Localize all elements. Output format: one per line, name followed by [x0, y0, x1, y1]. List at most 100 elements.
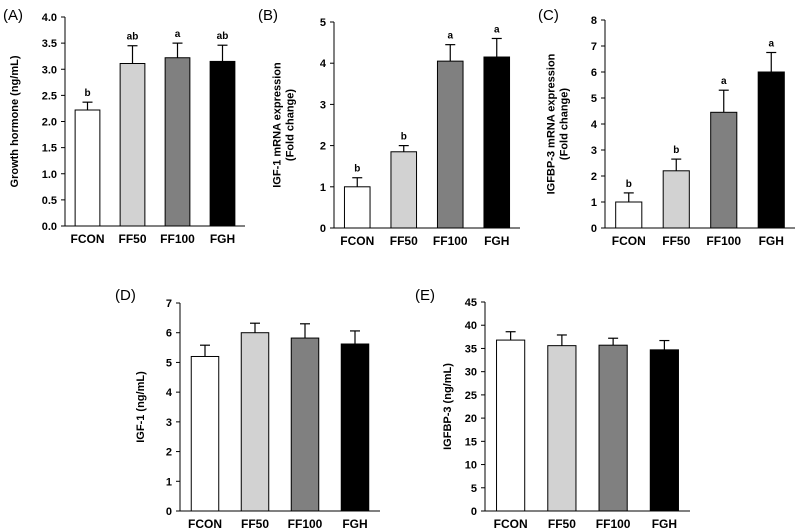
- panel-label: (A): [3, 7, 23, 24]
- chart-panel: (A) Growth hormone (ng/mL) 0.0 0.5 1.0 1.5 2.0…: [3, 7, 245, 246]
- y-axis-title: Growth hormone (ng/mL): [9, 55, 21, 187]
- y-axis-title: (Fold change): [285, 89, 297, 161]
- x-tick-label: FF50: [390, 234, 418, 248]
- x-tick-label: FF100: [596, 517, 631, 530]
- significance-label: a: [721, 76, 727, 87]
- significance-label: a: [447, 31, 453, 42]
- y-tick-label: 45: [465, 297, 477, 309]
- bar: [164, 57, 191, 227]
- significance-label: b: [401, 132, 407, 143]
- significance-label: b: [626, 179, 632, 190]
- x-tick-label: FCON: [188, 517, 222, 530]
- y-tick-label: 5: [471, 483, 477, 495]
- panel-label: (D): [115, 287, 136, 304]
- bar: [343, 186, 371, 229]
- y-tick-label: 3: [591, 145, 597, 157]
- x-tick-label: FF100: [288, 517, 323, 530]
- x-tick-label: FCON: [494, 517, 528, 530]
- significance-label: a: [175, 29, 181, 40]
- bar: [547, 345, 577, 512]
- bar: [340, 343, 370, 512]
- y-tick-label: 40: [465, 320, 477, 332]
- bar: [119, 63, 146, 227]
- y-tick-label: 6: [166, 328, 172, 340]
- significance-label: b: [673, 145, 679, 156]
- bar: [710, 111, 738, 229]
- y-tick-label: 6: [591, 67, 597, 79]
- x-tick-label: FGH: [759, 234, 784, 248]
- y-tick-label: 0.5: [42, 195, 57, 207]
- y-tick-label: 0: [591, 223, 597, 235]
- bar: [290, 337, 320, 512]
- bar: [649, 349, 679, 512]
- y-tick-label: 2: [591, 171, 597, 183]
- y-tick-label: 1: [591, 197, 597, 209]
- y-tick-label: 2: [166, 447, 172, 459]
- y-tick-label: 20: [465, 413, 477, 425]
- y-tick-label: 0: [320, 223, 326, 235]
- y-tick-label: 5: [320, 17, 326, 29]
- bar: [209, 60, 236, 227]
- x-tick-label: FF50: [662, 234, 690, 248]
- x-tick-label: FF50: [548, 517, 576, 530]
- panel-label: (C): [538, 7, 559, 24]
- x-tick-label: FGH: [210, 232, 235, 246]
- y-tick-label: 10: [465, 460, 477, 472]
- bar: [598, 344, 628, 512]
- y-axis-title: IGF-1 mRNA expression: [272, 62, 284, 188]
- bar: [483, 56, 511, 229]
- y-tick-label: 1: [320, 182, 326, 194]
- x-tick-label: FGH: [484, 234, 509, 248]
- y-tick-label: 4: [166, 387, 173, 399]
- bar: [436, 60, 464, 229]
- y-tick-label: 35: [465, 343, 477, 355]
- x-tick-label: FF50: [118, 232, 146, 246]
- x-tick-label: FGH: [652, 517, 677, 530]
- x-tick-label: FCON: [612, 234, 646, 248]
- significance-label: ab: [127, 32, 139, 43]
- y-tick-label: 0.0: [42, 221, 57, 233]
- y-tick-label: 2.0: [42, 117, 57, 129]
- y-tick-label: 2.5: [42, 90, 57, 102]
- x-tick-label: FF100: [160, 232, 195, 246]
- bar: [240, 332, 270, 512]
- x-tick-label: FGH: [342, 517, 367, 530]
- panel-label: (B): [258, 7, 278, 24]
- y-tick-label: 25: [465, 390, 477, 402]
- significance-label: a: [768, 39, 774, 50]
- panel-label: (E): [415, 287, 435, 304]
- y-tick-label: 7: [166, 298, 172, 310]
- x-tick-label: FF100: [706, 234, 741, 248]
- y-tick-label: 8: [591, 15, 597, 27]
- y-tick-label: 3: [320, 99, 326, 111]
- y-tick-label: 30: [465, 367, 477, 379]
- bar: [390, 151, 418, 229]
- y-tick-label: 15: [465, 436, 477, 448]
- x-tick-label: FCON: [340, 234, 374, 248]
- y-tick-label: 3.5: [42, 38, 57, 50]
- bar: [190, 355, 220, 512]
- y-tick-label: 2: [320, 141, 326, 153]
- chart-panel: (C) IGFBP-3 mRNA expression (Fold change) 0…: [538, 7, 795, 248]
- bar: [615, 201, 643, 229]
- y-tick-label: 4.0: [42, 12, 57, 24]
- y-tick-label: 5: [166, 357, 172, 369]
- y-tick-label: 4: [320, 58, 327, 70]
- significance-label: a: [494, 24, 500, 35]
- bar: [496, 339, 526, 512]
- x-tick-label: FF100: [433, 234, 468, 248]
- bar: [74, 109, 101, 227]
- y-tick-label: 7: [591, 41, 597, 53]
- bar: [757, 71, 785, 229]
- chart-panel: (B) IGF-1 mRNA expression (Fold change) 0 1 2…: [258, 7, 520, 248]
- y-axis-title: IGF-1 (ng/mL): [135, 371, 147, 443]
- significance-label: b: [84, 88, 90, 99]
- y-axis-title: IGFBP-3 (ng/mL): [442, 363, 454, 450]
- y-tick-label: 1.5: [42, 143, 57, 155]
- significance-label: ab: [217, 31, 229, 42]
- y-tick-label: 3.0: [42, 64, 57, 76]
- bar: [662, 170, 690, 229]
- x-tick-label: FF50: [241, 517, 269, 530]
- y-tick-label: 3: [166, 417, 172, 429]
